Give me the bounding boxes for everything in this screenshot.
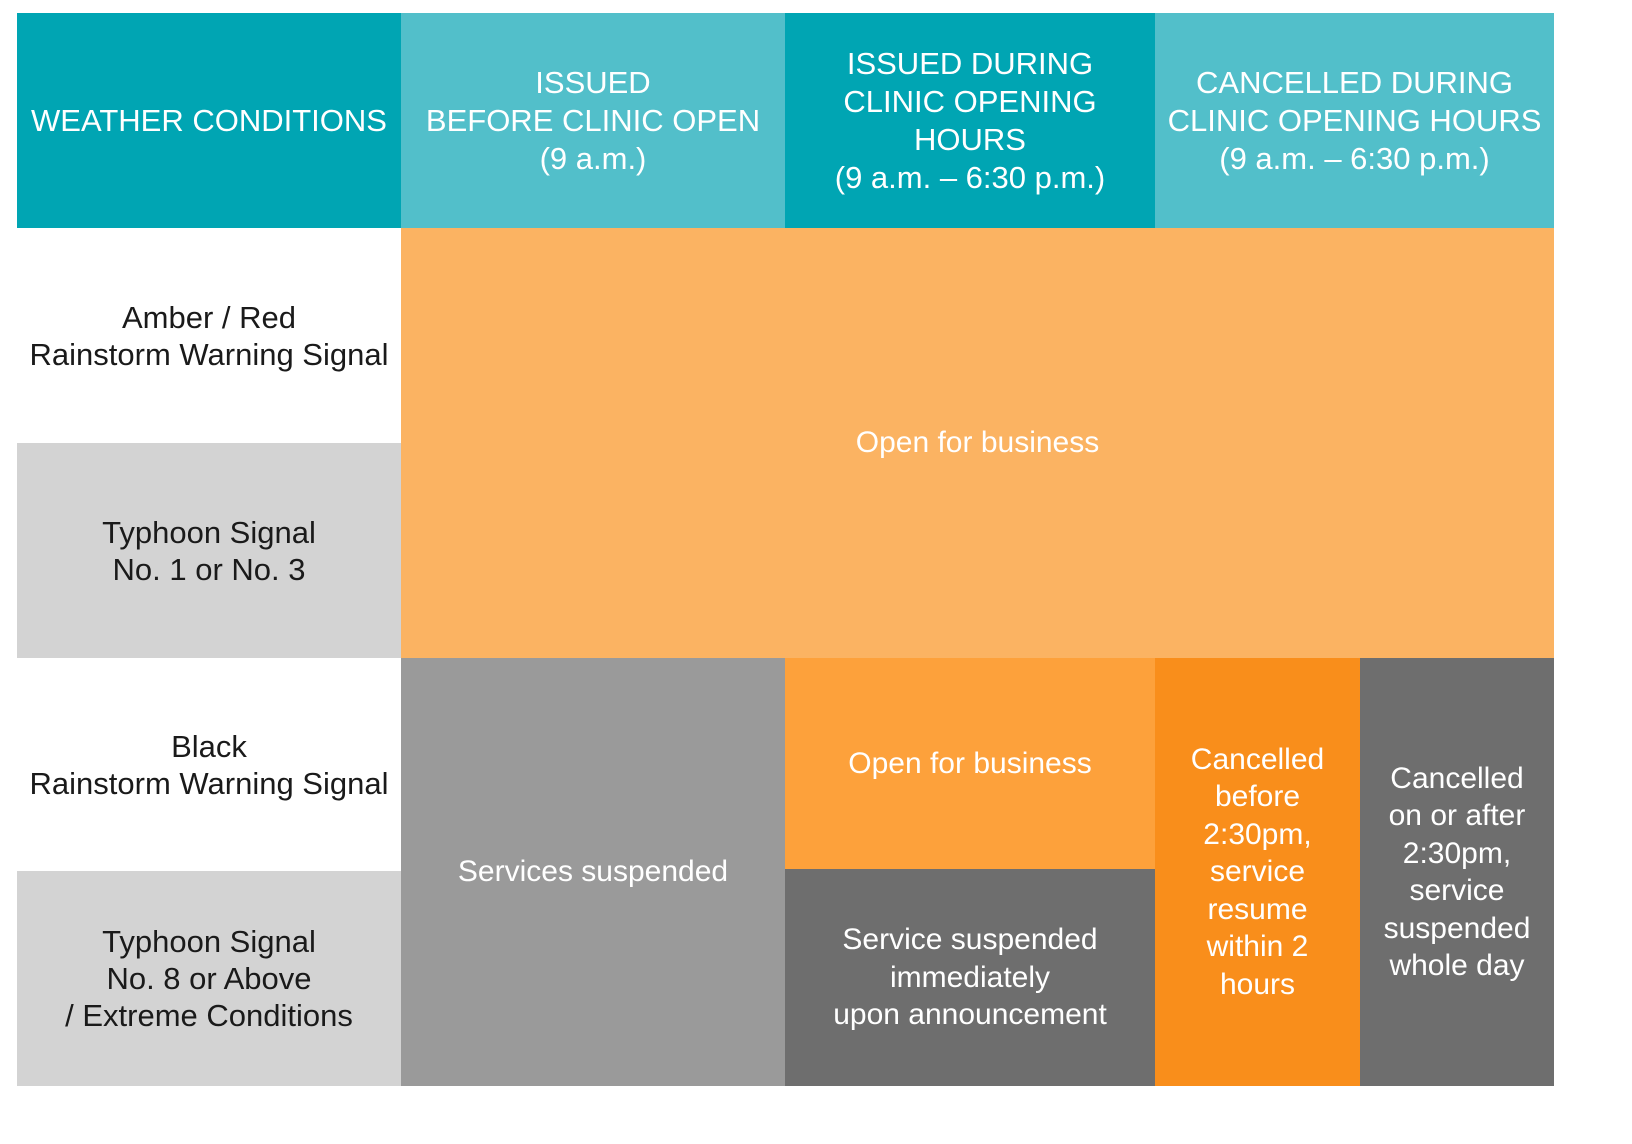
row-black-rainstorm: Black Rainstorm Warning Signal [17,658,401,871]
header-cancelled-during-hours-text: CANCELLED DURING CLINIC OPENING HOURS (9… [1167,64,1542,176]
outcome-open-for-business-black: Open for business [785,658,1155,869]
row-typhoon-8-label: Typhoon Signal No. 8 or Above / Extreme … [65,924,353,1033]
row-amber-red-rainstorm: Amber / Red Rainstorm Warning Signal [17,228,401,443]
outcome-suspended-immediately: Service suspended immediately upon annou… [785,869,1155,1086]
outcome-services-suspended: Services suspended [401,658,785,1086]
weather-service-table: WEATHER CONDITIONS ISSUED BEFORE CLINIC … [17,13,1618,1131]
outcome-open-for-business-black-text: Open for business [848,746,1092,780]
outcome-cancelled-before-230: Cancelled before 2:30pm, service resume … [1155,658,1360,1086]
outcome-services-suspended-text: Services suspended [457,855,729,889]
header-issued-during-hours: ISSUED DURING CLINIC OPENING HOURS (9 a.… [785,13,1155,228]
header-issued-during-hours-text: ISSUED DURING CLINIC OPENING HOURS (9 a.… [834,45,1106,195]
header-weather-conditions-text: WEATHER CONDITIONS [31,102,387,138]
outcome-cancelled-after-230: Cancelled on or after 2:30pm, service su… [1360,658,1554,1086]
header-cancelled-during-hours: CANCELLED DURING CLINIC OPENING HOURS (9… [1155,13,1554,228]
header-weather-conditions: WEATHER CONDITIONS [17,13,401,228]
outcome-open-for-business-main: Open for business [401,228,1554,658]
row-typhoon-1-3-label: Typhoon Signal No. 1 or No. 3 [102,514,316,587]
row-black-rainstorm-label: Black Rainstorm Warning Signal [29,728,389,801]
row-typhoon-8: Typhoon Signal No. 8 or Above / Extreme … [17,871,401,1086]
header-issued-before-open-text: ISSUED BEFORE CLINIC OPEN (9 a.m.) [425,64,761,176]
outcome-cancelled-after-230-text: Cancelled on or after 2:30pm, service su… [1383,761,1531,983]
outcome-cancelled-before-230-text: Cancelled before 2:30pm, service resume … [1190,742,1325,1001]
outcome-open-for-business-main-text: Open for business [855,426,1100,460]
row-amber-red-rainstorm-label: Amber / Red Rainstorm Warning Signal [29,299,389,372]
header-issued-before-open: ISSUED BEFORE CLINIC OPEN (9 a.m.) [401,13,785,228]
outcome-suspended-immediately-text: Service suspended immediately upon annou… [833,923,1107,1032]
row-typhoon-1-3: Typhoon Signal No. 1 or No. 3 [17,443,401,658]
